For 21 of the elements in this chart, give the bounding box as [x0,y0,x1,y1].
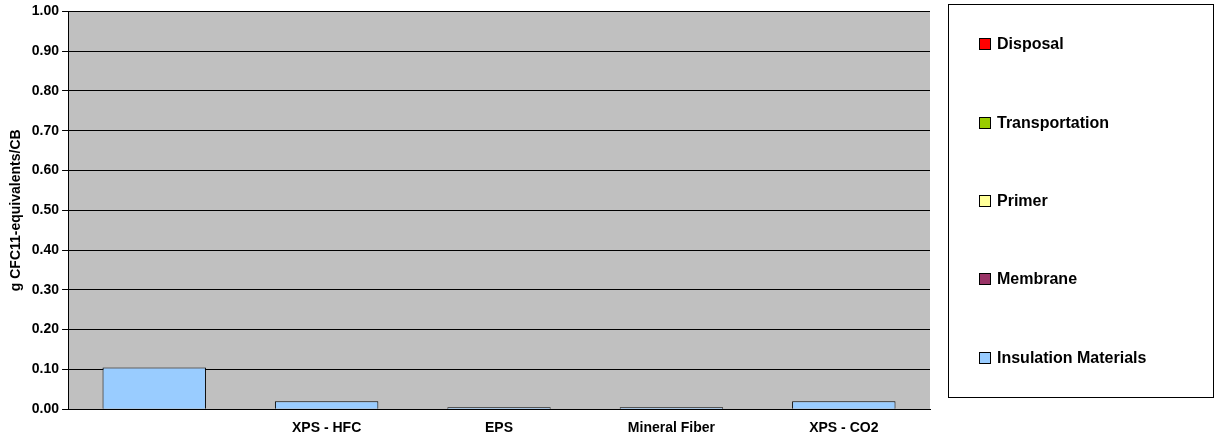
y-tick-label: 0.10 [31,360,60,377]
y-tick-label: 1.00 [31,2,60,19]
x-tick-label: EPS [485,419,514,436]
y-tick-label: 0.50 [31,201,60,218]
x-tick-label: XPS - CO2 [809,419,879,436]
y-axis-title: g CFC11-equivalents/CB [7,129,24,292]
y-tick-label: 0.40 [31,240,60,257]
y-tick-label: 0.00 [31,400,60,417]
y-tick-label: 0.30 [31,280,60,297]
legend-label: Membrane [997,270,1078,289]
x-tick-label: XPS - HFC [292,419,362,436]
legend-label: Disposal [997,35,1064,54]
legend-label: Transportation [997,113,1110,132]
y-tick-label: 0.80 [31,81,60,98]
legend-label: Primer [997,191,1048,210]
y-tick-label: 0.20 [31,320,60,337]
y-tick-label: 0.60 [31,161,60,178]
y-tick-label: 0.90 [31,42,60,59]
x-tick-label: Mineral Fiber [627,419,716,436]
y-tick-label: 0.70 [31,121,60,138]
legend-label: Insulation Materials [997,348,1147,367]
